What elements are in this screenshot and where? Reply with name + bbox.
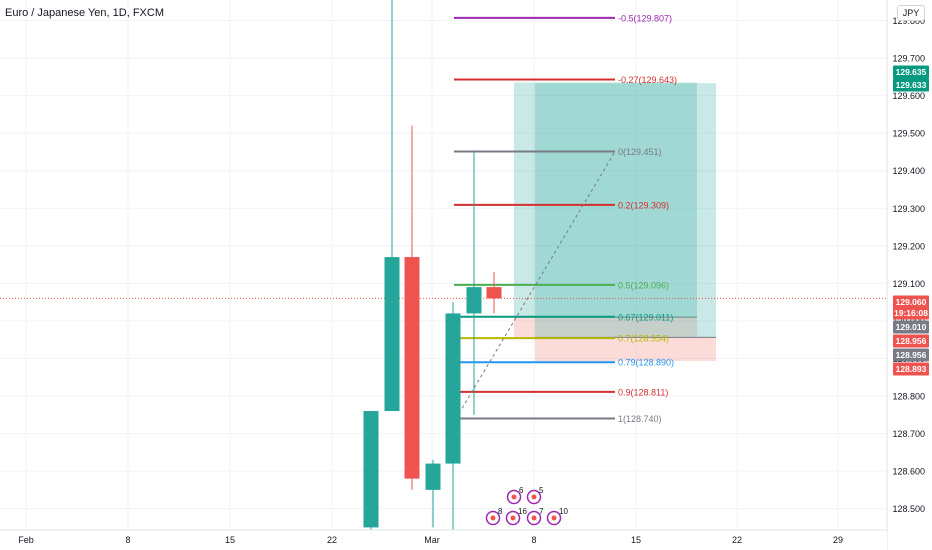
time-axis-bg xyxy=(0,530,887,550)
time-tick-label: 8 xyxy=(125,535,130,545)
price-tick-label: 129.300 xyxy=(892,204,925,214)
candle-body[interactable] xyxy=(384,257,400,412)
event-marker-count: 6 xyxy=(519,486,524,495)
time-tick-label: 15 xyxy=(225,535,235,545)
time-tick-label: 29 xyxy=(833,535,843,545)
event-marker-count: 7 xyxy=(539,507,544,516)
price-badge-label: 129.060 xyxy=(896,297,927,307)
price-tick-label: 129.600 xyxy=(892,91,925,101)
price-tick-label: 128.800 xyxy=(892,392,925,402)
fib-level-label: 0.9(128.811) xyxy=(618,387,668,397)
fib-level-label: 0.5(129.096) xyxy=(618,280,669,290)
price-badge[interactable] xyxy=(893,334,929,348)
price-badge[interactable] xyxy=(893,65,929,79)
time-axis[interactable]: Feb 8 15 22 Mar 8 15 22 29 xyxy=(0,529,887,550)
time-tick-label: Mar xyxy=(424,535,440,545)
event-marker-dot xyxy=(510,515,516,521)
fibonacci-retracement[interactable]: -0.5(129.807) -0.27(129.643) 0(129.451) 0.2… xyxy=(0,13,887,424)
candle-body[interactable] xyxy=(466,287,482,314)
chart-grid xyxy=(0,0,887,530)
stop-zone[interactable] xyxy=(514,317,697,338)
target-zone[interactable] xyxy=(535,83,716,338)
price-tick-label: 129.100 xyxy=(892,279,925,289)
price-badge-label: 128.956 xyxy=(896,350,927,360)
price-tick-label: 128.600 xyxy=(892,467,925,477)
fib-level-label: 0.2(129.309) xyxy=(618,200,669,210)
candle-body[interactable] xyxy=(363,411,379,528)
price-tick-label: 129.400 xyxy=(892,166,925,176)
time-tick-label: Feb xyxy=(18,535,34,545)
price-tick-label: 129.700 xyxy=(892,54,925,64)
candle-body[interactable] xyxy=(404,257,420,479)
price-tick-label: 128.700 xyxy=(892,429,925,439)
event-marker-count: 8 xyxy=(498,507,503,516)
price-tick-label: 129.200 xyxy=(892,241,925,251)
time-tick-label: 22 xyxy=(732,535,742,545)
time-tick-label: 15 xyxy=(631,535,641,545)
price-badge-label: 128.956 xyxy=(896,336,927,346)
target-zone[interactable] xyxy=(514,82,697,318)
time-tick-label: 8 xyxy=(531,535,536,545)
price-badge-label: 129.010 xyxy=(896,322,927,332)
price-badge[interactable] xyxy=(893,362,929,376)
event-marker-dot xyxy=(511,494,517,500)
candle-body[interactable] xyxy=(425,463,441,490)
price-axis-bg xyxy=(887,0,932,550)
candlestick-series[interactable] xyxy=(363,0,502,547)
event-marker-dot xyxy=(531,494,537,500)
event-marker-dot xyxy=(490,515,496,521)
event-marker-dot xyxy=(531,515,537,521)
price-tick-label: 129.800 xyxy=(892,16,925,26)
event-marker-count: 5 xyxy=(539,486,544,495)
fib-level-label: 0.79(128.890) xyxy=(618,358,674,368)
price-badge-label: 129.633 xyxy=(896,80,927,90)
fib-level-label: 0.67(129.011) xyxy=(618,312,673,322)
currency-button[interactable]: JPY xyxy=(897,5,925,21)
symbol-title[interactable]: Euro / Japanese Yen, 1D, FXCM xyxy=(5,7,164,19)
price-badge[interactable] xyxy=(893,320,929,334)
time-tick-label: 22 xyxy=(327,535,337,545)
event-marker-count: 16 xyxy=(518,507,527,516)
price-badge[interactable] xyxy=(893,295,929,309)
price-tick-label: 128.500 xyxy=(892,504,925,514)
price-badge[interactable] xyxy=(893,348,929,362)
price-badge[interactable] xyxy=(893,78,929,92)
fib-level-label: 0(129.451) xyxy=(618,147,662,157)
price-tick-label: 129.500 xyxy=(892,129,925,139)
fib-trend-line[interactable] xyxy=(455,151,616,419)
position-zones[interactable] xyxy=(514,82,716,362)
price-badge[interactable] xyxy=(893,306,929,320)
event-markers[interactable]: 6 5 8 16 7 10 xyxy=(485,486,569,526)
fib-level-label: -0.27(129.643) xyxy=(618,75,677,85)
fib-level-label: -0.5(129.807) xyxy=(618,13,672,23)
event-marker-count: 10 xyxy=(559,507,568,516)
candle-body[interactable] xyxy=(486,287,502,299)
stop-zone[interactable] xyxy=(535,337,716,362)
price-badge-label: 129.635 xyxy=(896,67,927,77)
candle-body[interactable] xyxy=(445,313,461,464)
price-axis[interactable]: 129.800 129.700 129.600 129.500 129.400 129.3… xyxy=(886,0,932,550)
event-marker-dot xyxy=(551,515,557,521)
fib-level-label: 0.7(128.954) xyxy=(618,334,669,344)
price-badge-label: 19:16:08 xyxy=(894,308,928,318)
price-badge-label: 128.893 xyxy=(896,364,927,374)
fib-level-label: 1(128.740) xyxy=(618,414,662,424)
